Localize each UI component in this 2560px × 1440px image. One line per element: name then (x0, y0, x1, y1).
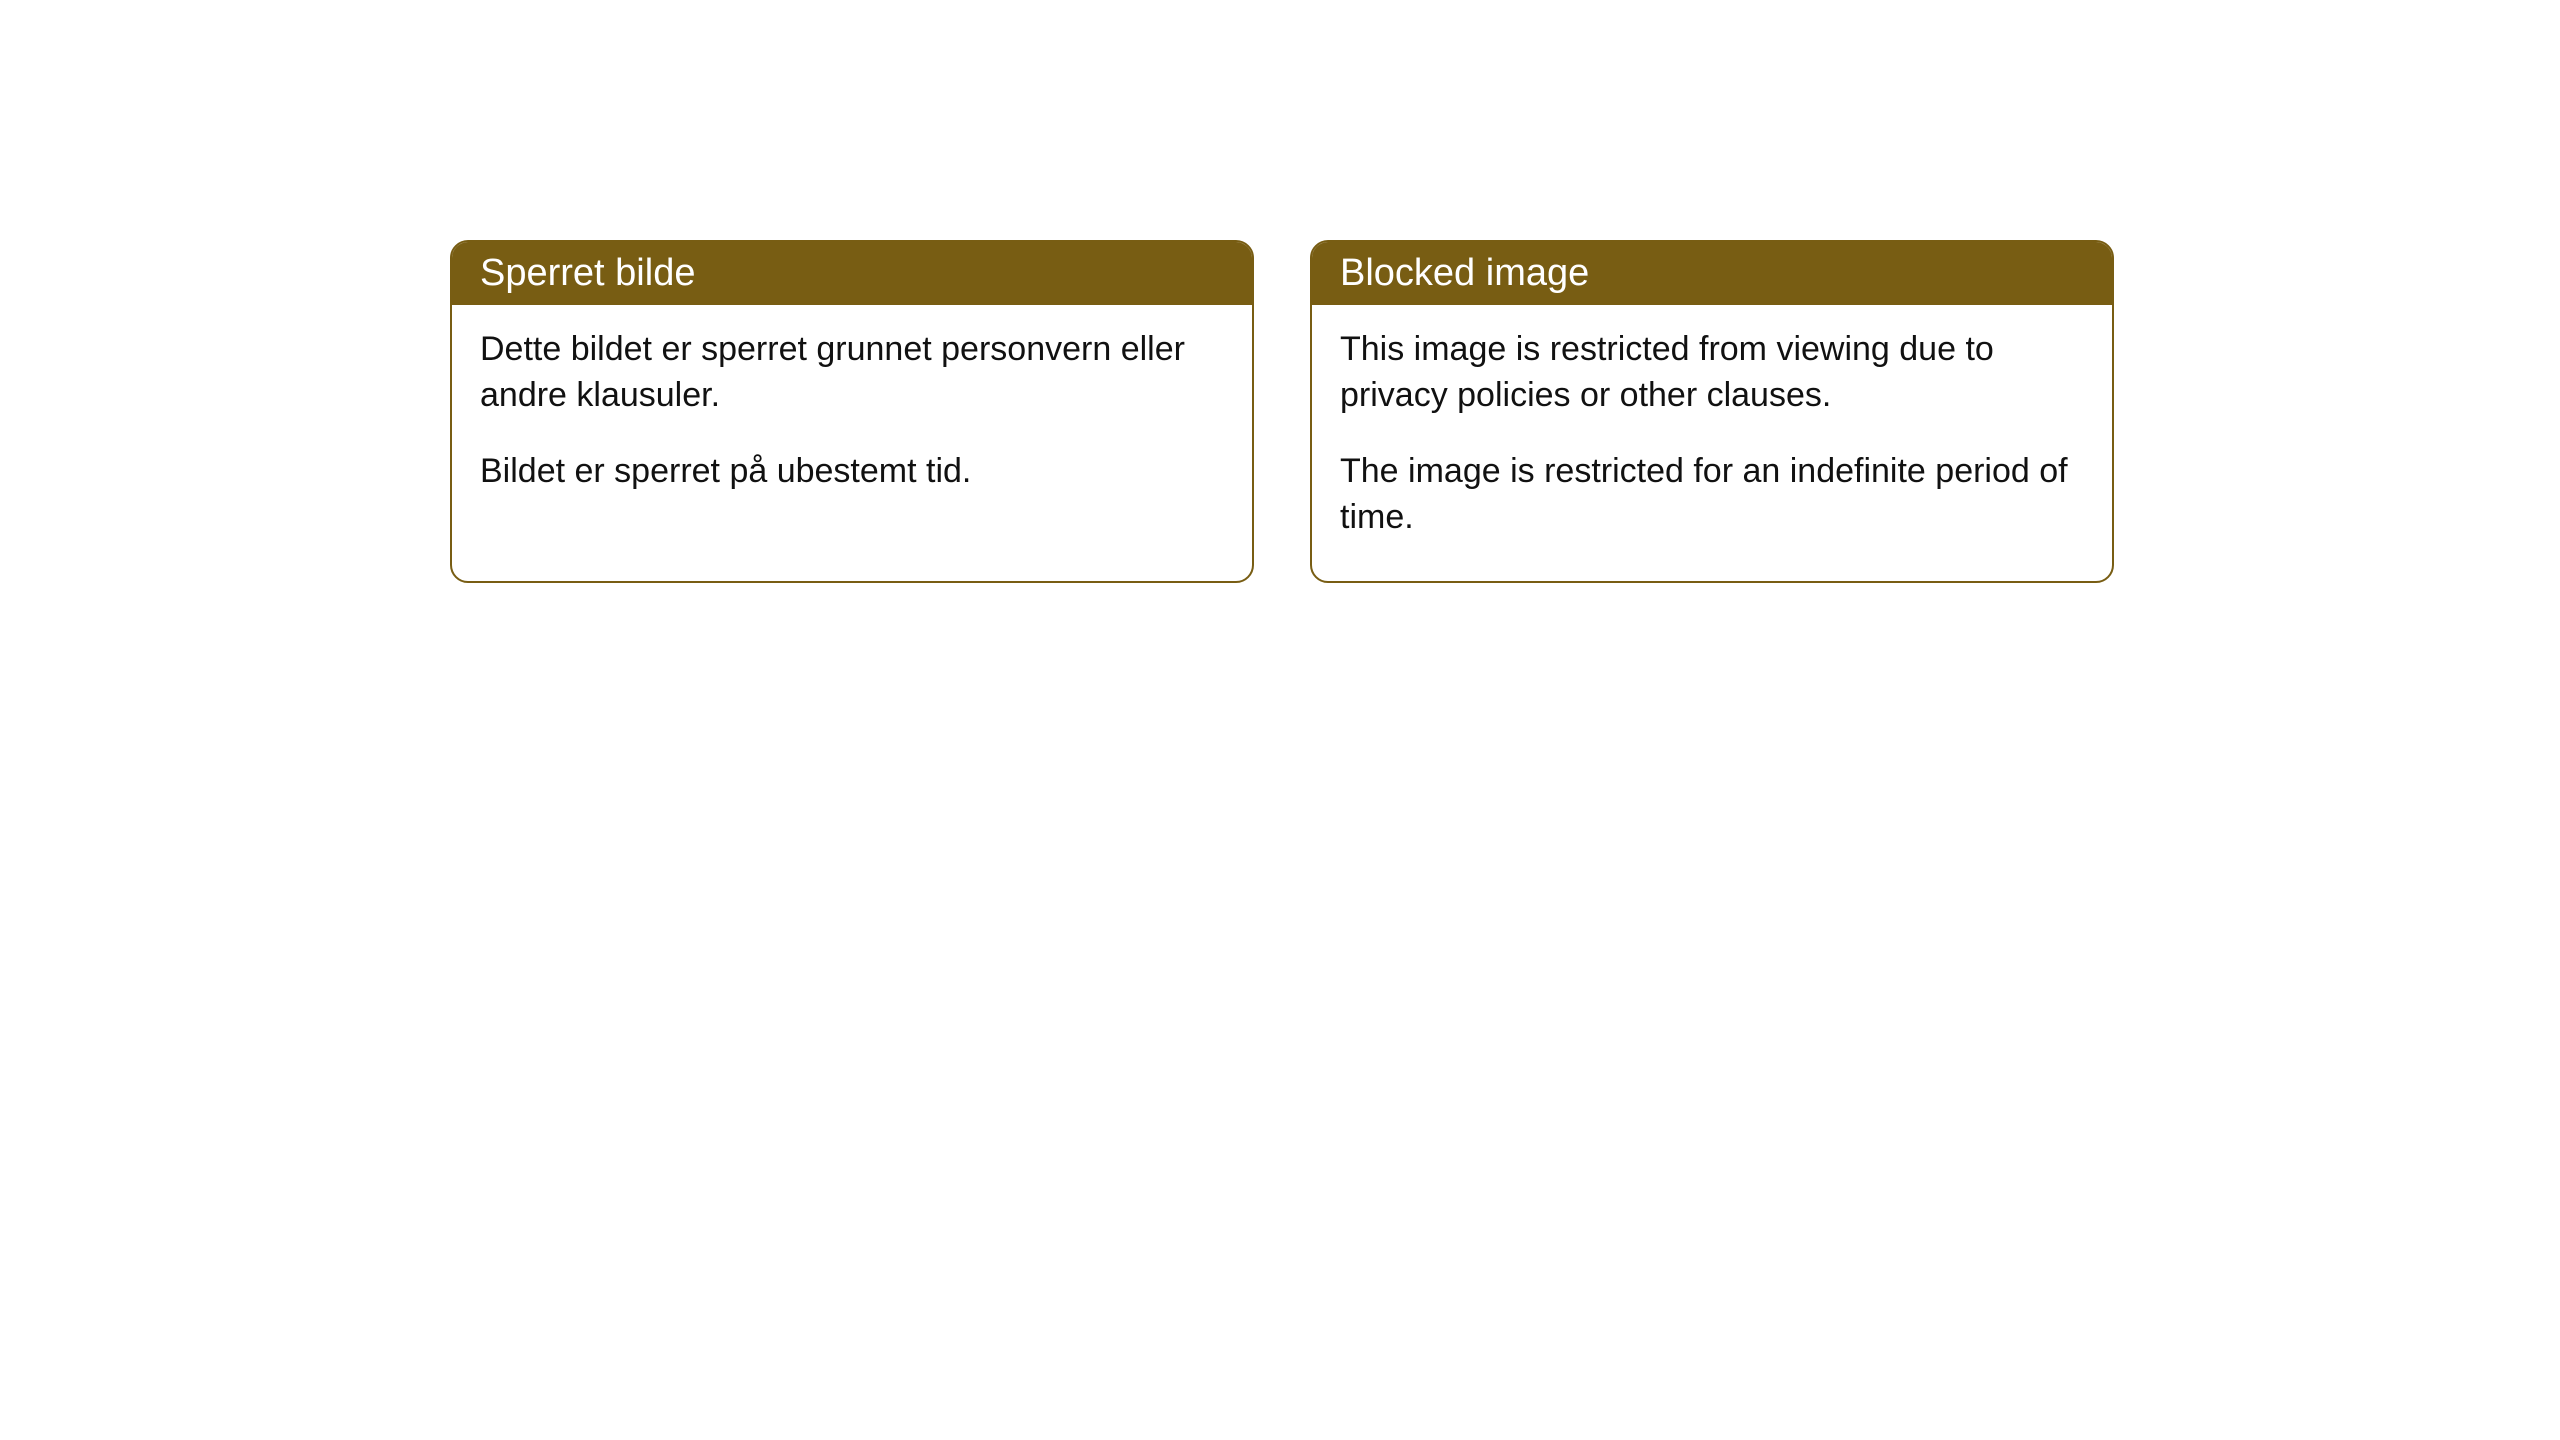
card-body-english: This image is restricted from viewing du… (1312, 305, 2112, 581)
card-header-english: Blocked image (1312, 242, 2112, 305)
notice-cards-container: Sperret bilde Dette bildet er sperret gr… (450, 240, 2560, 583)
card-text-line2: Bildet er sperret på ubestemt tid. (480, 449, 1224, 495)
notice-card-norwegian: Sperret bilde Dette bildet er sperret gr… (450, 240, 1254, 583)
card-text-line1: This image is restricted from viewing du… (1340, 327, 2084, 419)
card-text-line1: Dette bildet er sperret grunnet personve… (480, 327, 1224, 419)
card-text-line2: The image is restricted for an indefinit… (1340, 449, 2084, 541)
notice-card-english: Blocked image This image is restricted f… (1310, 240, 2114, 583)
card-body-norwegian: Dette bildet er sperret grunnet personve… (452, 305, 1252, 535)
card-header-norwegian: Sperret bilde (452, 242, 1252, 305)
